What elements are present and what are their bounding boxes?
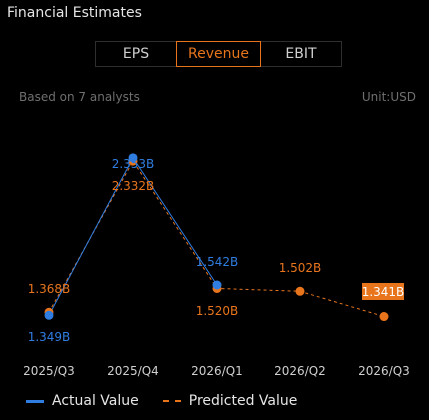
x-axis-ticks: 2025/Q3 2025/Q4 2026/Q1 2026/Q2 2026/Q3 — [23, 364, 410, 378]
predicted-value-label: 1.520B — [196, 304, 239, 318]
legend-actual-label: Actual Value — [52, 393, 139, 409]
predicted-line — [48, 160, 385, 317]
x-tick-label: 2026/Q1 — [191, 364, 243, 378]
legend-predicted-label: Predicted Value — [188, 393, 298, 409]
page-title: Financial Estimates — [7, 5, 142, 21]
actual-value-label: 1.542B — [196, 255, 239, 269]
data-points — [44, 153, 389, 322]
highlight-label-bg — [362, 283, 404, 300]
x-tick-label: 2026/Q2 — [274, 364, 326, 378]
predicted-point — [295, 286, 305, 296]
legend-predicted[interactable]: Predicted Value — [162, 393, 298, 409]
predicted-value-label: 1.502B — [279, 261, 322, 275]
tab-revenue[interactable]: Revenue — [176, 41, 261, 67]
actual-value-label: 2.353B — [112, 157, 155, 171]
predicted-value-label: 2.332B — [112, 179, 155, 193]
legend-predicted-swatch — [162, 400, 181, 402]
actual-value-label: 1.349B — [28, 330, 71, 344]
metric-tabs: EPS Revenue EBIT — [95, 41, 342, 67]
legend-actual-swatch — [26, 399, 44, 403]
actual-point — [212, 280, 222, 290]
value-labels: 1.349B 2.353B 1.542B 1.368B 2.332B 1.520B 1.50… — [28, 157, 405, 344]
unit-label: Unit:USD — [361, 90, 416, 104]
actual-point — [128, 153, 138, 163]
legend: Actual Value Predicted Value — [26, 393, 321, 409]
actual-point — [44, 310, 54, 320]
predicted-value-label: 1.368B — [28, 282, 71, 296]
x-tick-label: 2025/Q3 — [23, 364, 75, 378]
x-tick-label: 2026/Q3 — [358, 364, 410, 378]
legend-actual[interactable]: Actual Value — [26, 393, 139, 409]
analyst-count: Based on 7 analysts — [19, 90, 140, 104]
predicted-value-label-highlight: 1.341B — [362, 285, 405, 299]
x-tick-label: 2025/Q4 — [107, 364, 159, 378]
predicted-point — [379, 312, 389, 322]
